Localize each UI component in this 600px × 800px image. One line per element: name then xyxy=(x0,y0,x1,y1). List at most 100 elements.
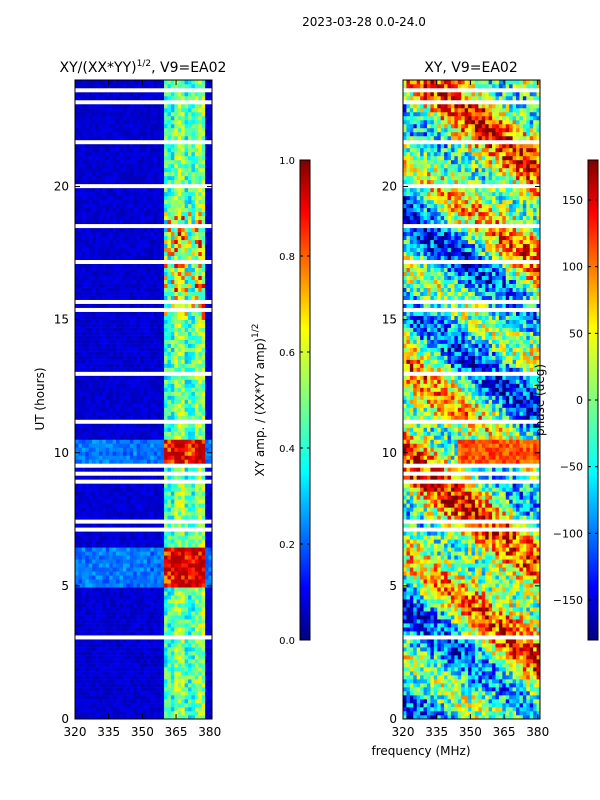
heatmap-cell xyxy=(177,247,182,253)
heatmap-cell xyxy=(143,487,148,492)
heatmap-cell xyxy=(129,651,134,656)
heatmap-cell xyxy=(78,667,83,672)
heatmap-cell xyxy=(140,703,144,708)
heatmap-cell xyxy=(146,271,151,276)
heatmap-cell xyxy=(78,427,83,432)
heatmap-cell xyxy=(119,263,124,269)
heatmap-cell xyxy=(198,303,203,308)
heatmap-cell xyxy=(153,207,158,213)
heatmap-cell xyxy=(157,555,162,560)
heatmap-cell xyxy=(194,675,199,680)
heatmap-cell xyxy=(75,539,79,544)
heatmap-cell xyxy=(109,667,114,672)
heatmap-cell xyxy=(133,539,138,544)
heatmap-cell xyxy=(78,703,83,708)
heatmap-cell xyxy=(112,587,117,592)
heatmap-cell xyxy=(122,187,127,193)
heatmap-cell xyxy=(170,263,175,269)
heatmap-cell xyxy=(164,571,168,576)
heatmap-cell xyxy=(140,243,144,249)
heatmap-cell xyxy=(160,683,165,688)
heatmap-cell xyxy=(181,199,185,205)
heatmap-cell xyxy=(126,435,131,440)
heatmap-cell xyxy=(184,435,189,440)
heatmap-cell xyxy=(105,215,110,221)
heatmap-cell xyxy=(140,523,144,528)
heatmap-cell xyxy=(143,563,148,568)
heatmap-cell xyxy=(191,703,196,708)
heatmap-cell xyxy=(85,695,90,700)
heatmap-cell xyxy=(191,663,196,668)
heatmap-cell xyxy=(95,279,100,284)
heatmap-cell xyxy=(112,219,117,225)
heatmap-cell xyxy=(109,263,114,269)
heatmap-cell xyxy=(164,487,168,492)
heatmap-cell xyxy=(98,343,103,348)
heatmap-row xyxy=(75,239,213,245)
heatmap-cell xyxy=(194,511,199,516)
heatmap-cell xyxy=(136,255,141,261)
heatmap-cell xyxy=(92,571,96,576)
heatmap-cell xyxy=(177,391,182,396)
heatmap-cell xyxy=(164,363,168,368)
heatmap-cell xyxy=(188,427,192,432)
heatmap-cell xyxy=(184,363,189,368)
heatmap-cell xyxy=(184,191,189,197)
heatmap-cell xyxy=(194,359,199,364)
heatmap-cell xyxy=(205,531,209,536)
heatmap-cell xyxy=(160,407,165,412)
heatmap-cell xyxy=(95,575,100,580)
heatmap-cell xyxy=(143,439,148,444)
heatmap-cell xyxy=(153,483,158,488)
heatmap-cell xyxy=(181,327,185,332)
heatmap-cell xyxy=(98,587,103,592)
heatmap-cell xyxy=(136,703,141,708)
heatmap-cell xyxy=(143,403,148,408)
heatmap-cell xyxy=(153,271,158,276)
heatmap-cell xyxy=(146,255,151,261)
heatmap-cell xyxy=(88,483,93,488)
heatmap-cell xyxy=(205,447,209,452)
heatmap-cell xyxy=(205,511,209,516)
heatmap-cell xyxy=(112,631,117,636)
heatmap-cell xyxy=(122,531,127,536)
heatmap-cell xyxy=(157,283,162,288)
heatmap-cell xyxy=(188,583,192,588)
heatmap-cell xyxy=(78,487,83,492)
heatmap-cell xyxy=(160,483,165,488)
heatmap-cell xyxy=(170,623,175,628)
heatmap-cell xyxy=(146,439,151,444)
heatmap-cell xyxy=(181,671,185,676)
heatmap-cell xyxy=(88,631,93,636)
heatmap-cell xyxy=(153,639,158,644)
heatmap-cell xyxy=(75,511,79,516)
heatmap-cell xyxy=(105,595,110,600)
heatmap-cell xyxy=(109,643,114,648)
heatmap-cell xyxy=(198,287,203,292)
heatmap-cell xyxy=(95,475,100,480)
heatmap-cell xyxy=(129,495,134,500)
heatmap-cell xyxy=(170,271,175,276)
heatmap-cell xyxy=(157,291,162,296)
heatmap-cell xyxy=(167,439,172,444)
heatmap-cell xyxy=(112,555,117,560)
heatmap-cell xyxy=(122,359,127,364)
heatmap-cell xyxy=(194,239,199,245)
heatmap-cell xyxy=(136,331,141,336)
heatmap-row xyxy=(75,331,213,336)
heatmap-cell xyxy=(81,655,86,660)
heatmap-cell xyxy=(188,607,192,612)
heatmap-cell xyxy=(188,247,192,253)
heatmap-cell xyxy=(191,499,196,504)
heatmap-cell xyxy=(174,663,179,668)
heatmap-cell xyxy=(119,679,124,684)
heatmap-cell xyxy=(170,199,175,205)
heatmap-cell xyxy=(157,363,162,368)
heatmap-cell xyxy=(129,711,134,716)
heatmap-cell xyxy=(95,439,100,444)
heatmap-cell xyxy=(133,363,138,368)
heatmap-row-gap xyxy=(75,463,212,468)
heatmap-cell xyxy=(160,663,165,668)
heatmap-cell xyxy=(153,335,158,340)
heatmap-cell xyxy=(146,551,151,556)
